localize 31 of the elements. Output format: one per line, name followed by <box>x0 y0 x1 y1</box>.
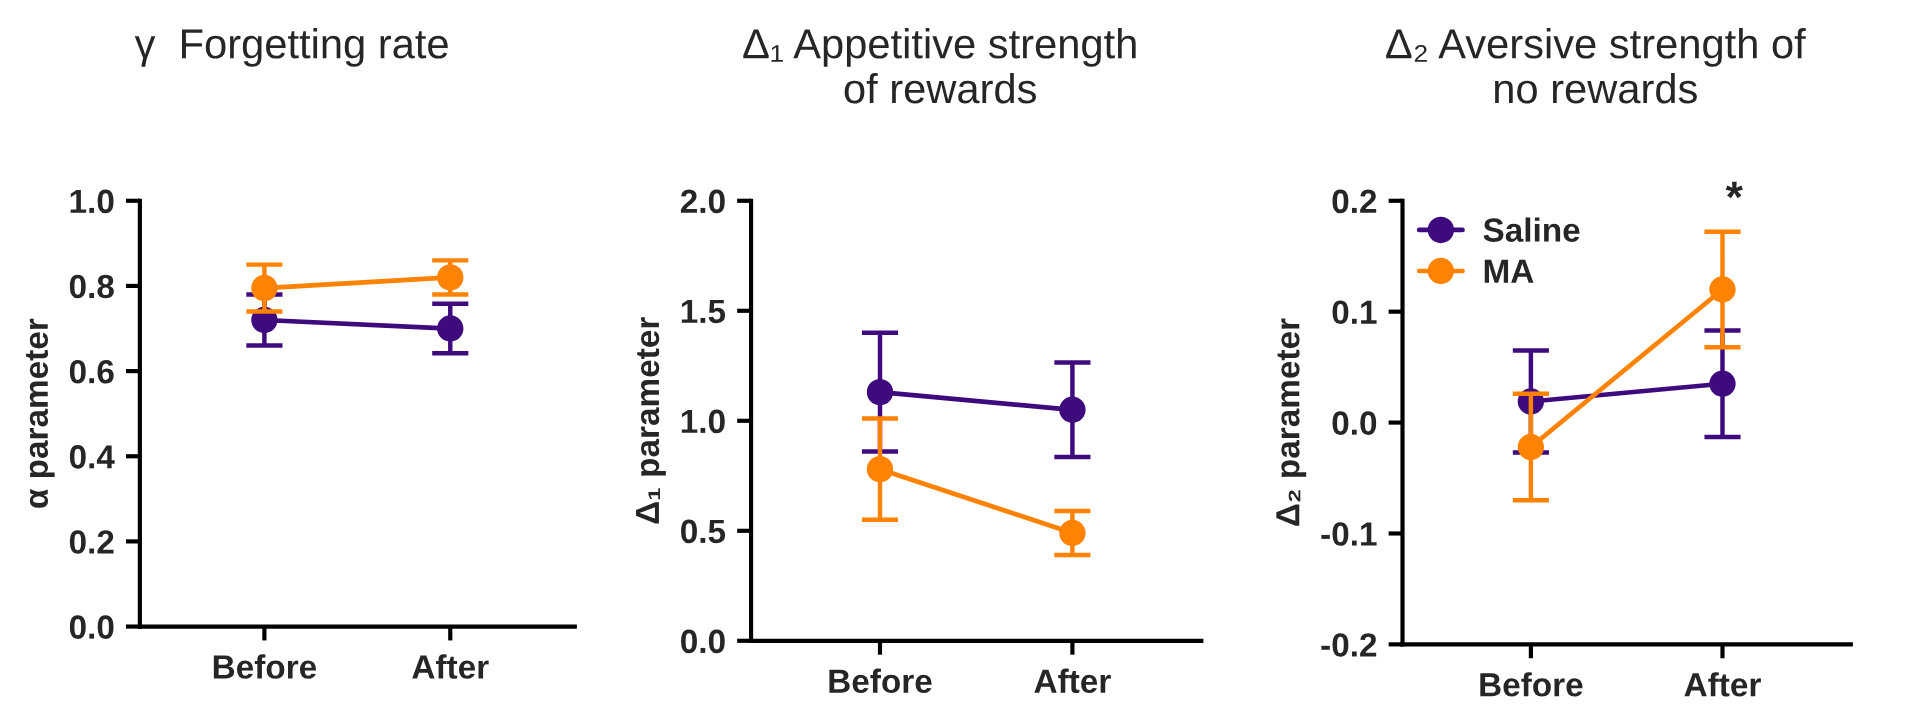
y-tick-label: 0.2 <box>69 530 114 554</box>
y-tick-label: 0.5 <box>681 519 726 544</box>
y-tick-label: 0.4 <box>69 445 115 469</box>
x-tick-label: Before <box>213 654 317 679</box>
chart-title: γ Forgetting rate <box>134 28 448 67</box>
x-tick-label: Before <box>1480 672 1583 697</box>
y-tick-label: 0.0 <box>681 629 725 654</box>
y-tick-label: 0.8 <box>69 274 114 299</box>
y-axis-title: Δ₁ parameter <box>636 317 666 524</box>
chart-title: Δ₂ Aversive strength of no rewards <box>1386 28 1806 104</box>
y-tick-label: -0.2 <box>1321 633 1377 657</box>
y-tick-label: 1.0 <box>70 189 114 214</box>
x-tick-label: After <box>1034 668 1111 694</box>
x-tick-label: After <box>1684 672 1761 697</box>
y-tick-label: 0.6 <box>69 359 114 384</box>
y-tick-label: 1.0 <box>681 409 725 434</box>
text: * <box>1725 181 1743 199</box>
y-tick-label: -0.1 <box>1321 522 1377 546</box>
y-tick-label: 0.2 <box>1332 189 1377 214</box>
chart-title: Δ₁ Appetitive strength of rewards <box>743 28 1136 104</box>
y-axis-title: Δ₂ parameter <box>1276 318 1307 526</box>
x-tick-label: After <box>412 654 489 679</box>
legend-label: MA <box>1484 259 1534 283</box>
y-axis-title: α parameter <box>25 318 55 508</box>
y-tick-label: 1.5 <box>681 299 726 324</box>
y-tick-label: 0.0 <box>69 615 114 639</box>
y-tick-label: 2.0 <box>680 189 725 214</box>
y-tick-label: 0.1 <box>1332 300 1377 325</box>
x-tick-label: Before <box>829 668 932 694</box>
legend-label: Saline <box>1483 217 1580 242</box>
y-tick-label: 0.0 <box>1332 411 1377 435</box>
